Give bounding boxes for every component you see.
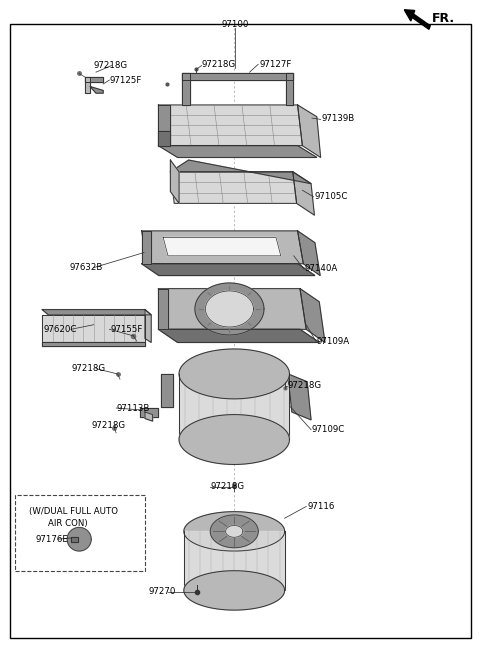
- Text: 97218G: 97218G: [94, 61, 128, 70]
- Text: 97620C: 97620C: [43, 325, 77, 334]
- Text: 97218G: 97218G: [210, 482, 244, 491]
- Polygon shape: [161, 374, 173, 407]
- Text: 97139B: 97139B: [322, 113, 355, 123]
- Text: 97155F: 97155F: [110, 325, 143, 334]
- Text: AIR CON): AIR CON): [48, 519, 88, 528]
- Text: 97632B: 97632B: [70, 263, 103, 272]
- Bar: [15, 495, 145, 571]
- Text: 97125F: 97125F: [109, 75, 142, 85]
- Polygon shape: [293, 172, 314, 215]
- Polygon shape: [42, 310, 151, 315]
- Polygon shape: [184, 531, 285, 590]
- Polygon shape: [140, 408, 158, 417]
- Polygon shape: [163, 237, 281, 256]
- Polygon shape: [286, 73, 293, 105]
- Text: 97176E: 97176E: [36, 535, 69, 544]
- Polygon shape: [42, 315, 145, 342]
- Text: FR.: FR.: [432, 12, 455, 25]
- Polygon shape: [205, 291, 253, 327]
- Text: 97218G: 97218G: [91, 420, 125, 430]
- Text: 97116: 97116: [307, 502, 335, 511]
- Text: 97218G: 97218G: [288, 381, 322, 390]
- Polygon shape: [90, 87, 103, 93]
- Polygon shape: [182, 73, 190, 105]
- Text: 97109A: 97109A: [317, 337, 350, 346]
- Polygon shape: [142, 231, 303, 264]
- Polygon shape: [145, 412, 153, 421]
- Polygon shape: [298, 231, 320, 276]
- Polygon shape: [170, 160, 311, 184]
- Text: 97140A: 97140A: [305, 264, 338, 274]
- Polygon shape: [142, 264, 315, 276]
- Text: 97113B: 97113B: [116, 403, 150, 413]
- Text: 97218G: 97218G: [202, 60, 236, 69]
- Polygon shape: [85, 77, 90, 93]
- Text: 97109C: 97109C: [312, 425, 345, 434]
- Polygon shape: [170, 172, 297, 203]
- Polygon shape: [145, 310, 151, 342]
- Polygon shape: [158, 105, 170, 131]
- Polygon shape: [158, 329, 319, 342]
- Polygon shape: [300, 289, 325, 342]
- Polygon shape: [179, 374, 289, 440]
- Polygon shape: [210, 515, 258, 548]
- Polygon shape: [142, 231, 151, 264]
- Text: (W/DUAL FULL AUTO: (W/DUAL FULL AUTO: [29, 507, 118, 516]
- Polygon shape: [85, 77, 103, 82]
- Text: 97105C: 97105C: [314, 192, 348, 201]
- FancyArrow shape: [404, 10, 430, 30]
- Polygon shape: [182, 73, 293, 80]
- Polygon shape: [179, 349, 289, 399]
- Polygon shape: [67, 527, 91, 551]
- Polygon shape: [158, 105, 302, 146]
- Polygon shape: [288, 374, 311, 420]
- Polygon shape: [71, 537, 78, 542]
- Polygon shape: [226, 525, 243, 537]
- Polygon shape: [170, 160, 179, 203]
- Polygon shape: [42, 342, 145, 346]
- Polygon shape: [158, 131, 170, 146]
- Polygon shape: [184, 512, 285, 551]
- Text: 97127F: 97127F: [259, 60, 291, 69]
- Polygon shape: [298, 105, 321, 157]
- Text: 97270: 97270: [149, 587, 176, 596]
- Polygon shape: [179, 415, 289, 464]
- Polygon shape: [158, 289, 168, 329]
- Polygon shape: [195, 283, 264, 335]
- Polygon shape: [184, 571, 285, 610]
- Text: 97218G: 97218G: [72, 364, 106, 373]
- Polygon shape: [158, 289, 306, 329]
- Text: 97100: 97100: [221, 20, 249, 30]
- Polygon shape: [158, 146, 317, 157]
